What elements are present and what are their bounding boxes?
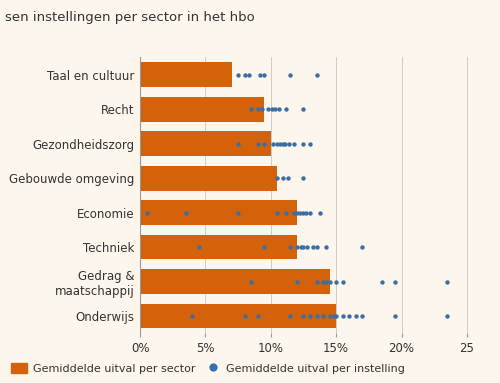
Point [352,313,360,319]
Point [306,141,314,147]
Point [345,313,353,319]
Point [300,175,308,181]
Point [312,313,320,319]
Point [293,210,301,216]
Point [312,244,320,250]
Point [270,106,278,112]
Point [240,72,248,78]
Point [306,313,314,319]
Legend: Gemiddelde uitval per sector, Gemiddelde uitval per instelling: Gemiddelde uitval per sector, Gemiddelde… [10,363,406,373]
Point [260,72,268,78]
Point [319,278,327,285]
Point [302,210,310,216]
Point [244,72,252,78]
Point [304,244,312,250]
Point [274,141,281,147]
Point [378,278,386,285]
Point [316,210,324,216]
Point [338,278,346,285]
Point [274,210,281,216]
Point [281,141,289,147]
Point [285,141,293,147]
Point [290,210,298,216]
Point [312,278,320,285]
Point [286,244,294,250]
Bar [140,304,336,328]
Point [290,141,298,147]
Point [268,106,276,112]
Point [296,210,304,216]
Point [254,106,262,112]
Bar [140,166,278,190]
Bar [140,97,264,121]
Point [391,278,399,285]
Point [247,106,255,112]
Point [284,175,292,181]
Point [282,106,290,112]
Point [293,278,301,285]
Bar [140,131,271,156]
Point [308,244,316,250]
Bar [140,269,330,294]
Point [195,244,203,250]
Point [330,313,338,319]
Point [391,313,399,319]
Point [260,244,268,250]
Point [188,313,196,319]
Point [247,278,255,285]
Point [264,106,272,112]
Point [234,72,242,78]
Point [278,141,286,147]
Point [300,313,308,319]
Point [286,72,294,78]
Point [240,313,248,319]
Point [142,210,150,216]
Point [326,278,334,285]
Point [338,313,346,319]
Point [326,313,334,319]
Point [278,175,286,181]
Point [234,210,242,216]
Point [274,106,282,112]
Point [270,141,278,147]
Point [300,141,308,147]
Bar [140,200,297,225]
Point [319,313,327,319]
Point [358,244,366,250]
Point [297,244,305,250]
Point [332,278,340,285]
Point [444,313,452,319]
Bar [140,62,232,87]
Point [293,244,301,250]
Point [300,210,308,216]
Text: sen instellingen per sector in het hbo: sen instellingen per sector in het hbo [5,11,255,25]
Point [300,106,308,112]
Bar [140,235,297,259]
Point [254,141,262,147]
Point [256,72,264,78]
Point [312,72,320,78]
Point [286,313,294,319]
Point [258,106,266,112]
Point [300,244,308,250]
Point [260,141,268,147]
Point [282,210,290,216]
Point [306,210,314,216]
Point [322,278,330,285]
Point [332,313,340,319]
Point [444,278,452,285]
Point [276,141,284,147]
Point [322,244,330,250]
Point [182,210,190,216]
Point [234,141,242,147]
Point [358,313,366,319]
Point [274,175,281,181]
Point [254,313,262,319]
